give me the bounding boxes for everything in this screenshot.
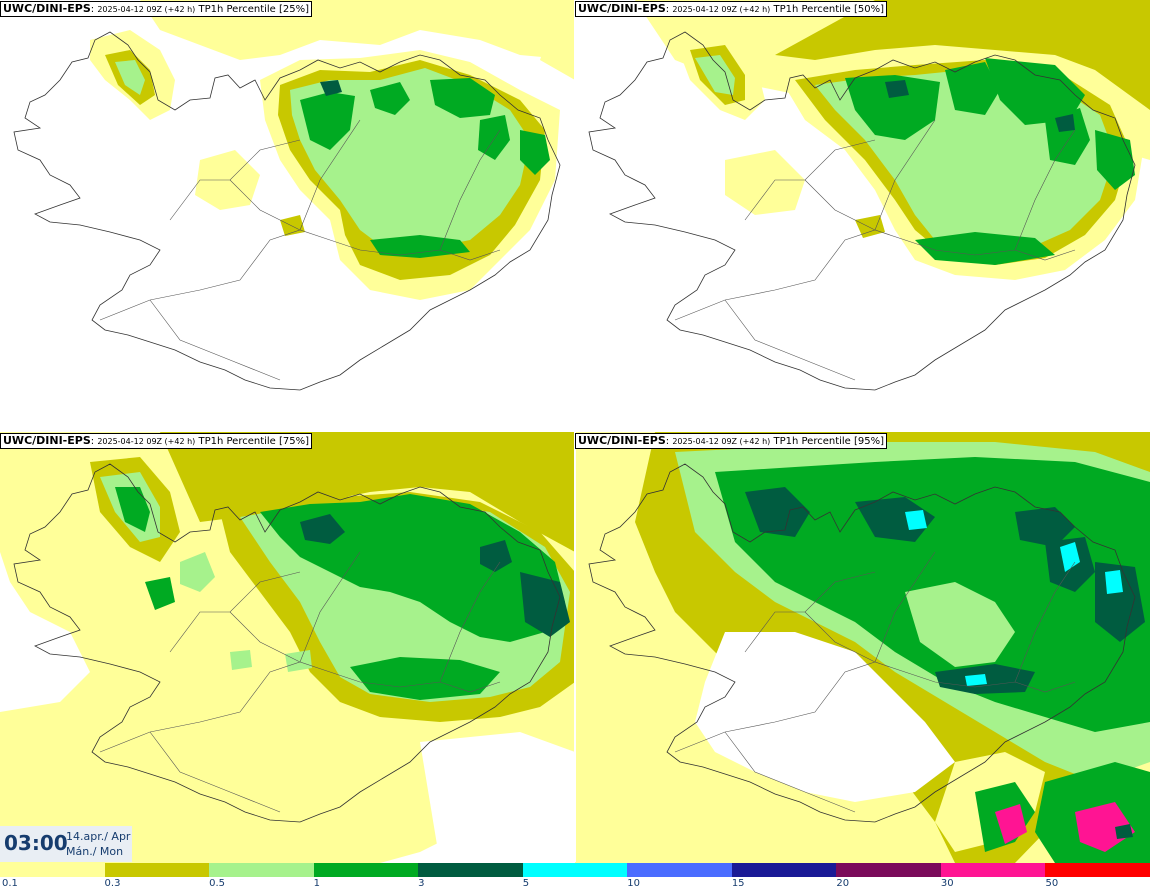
- colorbar-segment: [627, 863, 732, 877]
- colorbar-tick-label: 0.1: [2, 878, 18, 889]
- panel-title: UWC/DINI-EPS: 2025-04-12 09Z (+42 h) TP1…: [0, 433, 313, 449]
- field-name: TP1h Percentile [75%]: [198, 436, 310, 447]
- colorbar-tick-label: 1: [313, 878, 320, 889]
- valid-hour: 03:00: [4, 831, 68, 855]
- colorbar-tick-label: 5: [522, 878, 530, 889]
- colorbar-tick-label: 50: [1045, 878, 1059, 889]
- colorbar-tick-label: 10: [627, 878, 640, 889]
- field-name: TP1h Percentile [25%]: [198, 4, 310, 15]
- colorbar-segment: [209, 863, 314, 877]
- map-panel-p50[interactable]: UWC/DINI-EPS: 2025-04-12 09Z (+42 h) TP1…: [575, 0, 1150, 431]
- colorbar-tick-label: 0.3: [104, 878, 121, 889]
- valid-date: 14.apr./ Apr: [66, 830, 131, 843]
- map-panel-p95[interactable]: UWC/DINI-EPS: 2025-04-12 09Z (+42 h) TP1…: [575, 432, 1150, 863]
- colorbar-tick-label: 0.5: [209, 878, 225, 889]
- colorbar-tick-label: 20: [836, 878, 850, 889]
- valid-day: Mán./ Mon: [66, 845, 124, 858]
- precip-map-p75: [0, 432, 575, 863]
- precip-map-p95: [575, 432, 1150, 863]
- map-panel-p25[interactable]: UWC/DINI-EPS: 2025-04-12 09Z (+42 h) TP1…: [0, 0, 575, 431]
- map-panel-p75[interactable]: UWC/DINI-EPS: 2025-04-12 09Z (+42 h) TP1…: [0, 432, 575, 863]
- colorbar-segment: [731, 863, 837, 877]
- colorbar: [0, 863, 1150, 877]
- run-time: 2025-04-12 09Z (+42 h): [672, 437, 771, 446]
- colorbar-tick-label: 30: [940, 878, 954, 889]
- colorbar-segment: [0, 863, 105, 877]
- run-time: 2025-04-12 09Z (+42 h): [97, 437, 196, 446]
- model-name: UWC/DINI-EPS: [3, 2, 91, 15]
- colorbar-segment: [313, 863, 419, 877]
- colorbar-segment: [836, 863, 941, 877]
- model-name: UWC/DINI-EPS: [578, 434, 666, 447]
- colorbar-tick-label: 15: [731, 878, 745, 889]
- colorbar-segment: [522, 863, 628, 877]
- field-name: TP1h Percentile [95%]: [773, 436, 885, 447]
- run-time: 2025-04-12 09Z (+42 h): [672, 5, 771, 14]
- colorbar-tick-label: 3: [418, 878, 425, 889]
- panel-title: UWC/DINI-EPS: 2025-04-12 09Z (+42 h) TP1…: [0, 1, 313, 17]
- model-name: UWC/DINI-EPS: [3, 434, 91, 447]
- colorbar-segment: [1045, 863, 1150, 877]
- colorbar-segment: [104, 863, 210, 877]
- panel-divider-horizontal: [0, 431, 1150, 432]
- colorbar-segment: [418, 863, 523, 877]
- run-time: 2025-04-12 09Z (+42 h): [97, 5, 196, 14]
- model-name: UWC/DINI-EPS: [578, 2, 666, 15]
- panel-title: UWC/DINI-EPS: 2025-04-12 09Z (+42 h) TP1…: [575, 433, 888, 449]
- panel-title: UWC/DINI-EPS: 2025-04-12 09Z (+42 h) TP1…: [575, 1, 888, 17]
- precip-map-p50: [588, 0, 1150, 391]
- colorbar-ticks: 0.1 0.3 0.5 1 3 5 10 15 20 30 50: [0, 877, 1150, 891]
- valid-time-box: 03:00 14.apr./ Apr Mán./ Mon: [0, 826, 132, 862]
- colorbar-segment: [940, 863, 1046, 877]
- precip-map-p25: [13, 0, 575, 391]
- field-name: TP1h Percentile [50%]: [773, 4, 885, 15]
